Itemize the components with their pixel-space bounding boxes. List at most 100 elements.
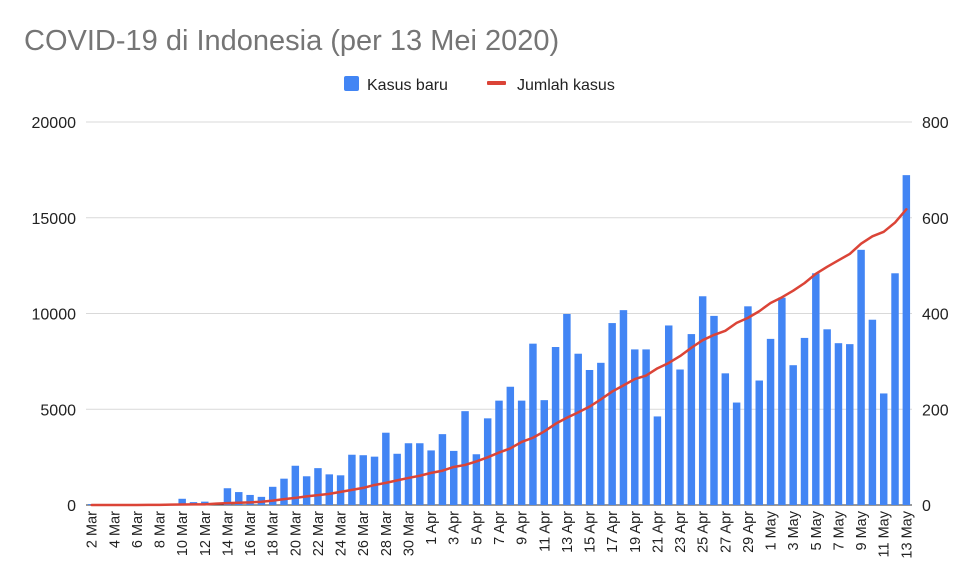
bar xyxy=(370,456,379,505)
left-axis-ticks: 20000 15000 10000 5000 0 xyxy=(32,115,77,515)
x-tick-label: 5 Apr xyxy=(469,511,485,545)
bar xyxy=(472,454,481,505)
bar xyxy=(404,443,413,505)
bar xyxy=(551,347,560,505)
x-tick-label: 20 Mar xyxy=(288,511,304,556)
x-tick-label: 7 Apr xyxy=(492,511,508,545)
x-tick-label: 19 Apr xyxy=(628,511,644,553)
bar xyxy=(631,349,639,505)
bar xyxy=(348,454,356,505)
right-tick-label: 600 xyxy=(922,211,949,228)
bar xyxy=(891,273,899,505)
x-axis-ticks: 2 Mar 4 Mar 6 Mar 8 Mar 10 Mar 12 Mar 14 Mar 16… xyxy=(85,510,916,558)
x-tick-label: 9 Apr xyxy=(515,511,531,545)
x-tick-label: 23 Apr xyxy=(673,511,689,553)
bar xyxy=(246,494,254,505)
x-tick-label: 5 May xyxy=(809,510,825,550)
bar xyxy=(382,432,390,505)
bar xyxy=(178,498,186,505)
x-tick-label: 11 May xyxy=(877,510,893,557)
x-tick-label: 8 Mar xyxy=(153,511,169,548)
left-tick-label: 5000 xyxy=(40,402,76,419)
legend-swatch-kasus-baru xyxy=(344,76,359,91)
bar xyxy=(698,296,707,505)
bar xyxy=(359,455,367,505)
bar xyxy=(416,443,424,505)
x-tick-label: 10 Mar xyxy=(175,511,191,556)
bar xyxy=(710,315,718,505)
x-tick-label: 3 Apr xyxy=(447,511,463,545)
x-tick-label: 26 Mar xyxy=(356,511,372,556)
x-tick-label: 25 Apr xyxy=(696,511,712,553)
bar xyxy=(721,373,730,505)
x-tick-label: 18 Mar xyxy=(266,511,282,556)
bar xyxy=(619,310,628,505)
x-tick-label: 13 Apr xyxy=(560,511,576,553)
right-tick-label: 200 xyxy=(922,402,949,419)
line-series-jumlah-kasus xyxy=(90,208,908,507)
x-tick-label: 1 Apr xyxy=(424,511,440,545)
x-tick-label: 30 Mar xyxy=(401,511,417,556)
bar xyxy=(450,450,458,505)
bar xyxy=(517,400,526,505)
bar xyxy=(461,411,469,505)
x-tick-label: 9 May xyxy=(854,510,870,550)
bar xyxy=(834,343,843,505)
bar xyxy=(687,334,696,505)
legend-label-jumlah-kasus: Jumlah kasus xyxy=(517,77,615,94)
bar xyxy=(789,365,797,505)
right-axis-ticks: 800 600 400 200 0 xyxy=(922,115,949,515)
right-tick-label: 400 xyxy=(922,307,949,324)
legend-label-kasus-baru: Kasus baru xyxy=(367,77,448,94)
bar xyxy=(766,338,775,505)
bar xyxy=(823,329,831,505)
bar xyxy=(608,323,616,505)
bar xyxy=(676,369,684,505)
x-tick-label: 6 Mar xyxy=(130,511,146,548)
x-tick-label: 3 May xyxy=(786,510,802,550)
bar xyxy=(291,465,300,505)
x-tick-label: 16 Mar xyxy=(243,511,259,556)
bar xyxy=(563,313,571,505)
bar xyxy=(846,344,854,505)
bar xyxy=(879,393,888,505)
x-tick-label: 17 Apr xyxy=(605,511,621,553)
bar xyxy=(540,400,548,505)
bar xyxy=(664,325,673,505)
bar xyxy=(302,476,311,505)
right-tick-label: 0 xyxy=(922,498,931,515)
legend: Kasus baru Jumlah kasus xyxy=(344,76,615,94)
left-tick-label: 20000 xyxy=(32,115,77,132)
bar xyxy=(597,362,605,505)
bar xyxy=(868,319,877,505)
bar xyxy=(223,488,232,505)
bar xyxy=(483,418,492,505)
bar xyxy=(529,343,537,505)
x-tick-label: 27 Apr xyxy=(718,511,734,553)
x-tick-label: 21 Apr xyxy=(650,511,666,553)
bar xyxy=(800,337,809,505)
left-tick-label: 10000 xyxy=(32,307,77,324)
x-tick-label: 4 Mar xyxy=(107,511,123,548)
bar xyxy=(812,273,820,505)
bar xyxy=(755,380,763,505)
x-tick-label: 28 Mar xyxy=(379,511,395,556)
bar xyxy=(314,468,322,505)
x-tick-label: 11 Apr xyxy=(537,511,553,552)
bar xyxy=(857,249,865,505)
x-tick-label: 12 Mar xyxy=(198,511,214,556)
bar xyxy=(280,478,288,505)
bar xyxy=(902,175,911,506)
line-path xyxy=(90,208,908,507)
x-tick-label: 14 Mar xyxy=(220,511,236,556)
chart-title: COVID-19 di Indonesia (per 13 Mei 2020) xyxy=(24,25,559,57)
bar xyxy=(268,486,277,505)
x-tick-label: 29 Apr xyxy=(741,511,757,553)
x-tick-label: 15 Apr xyxy=(583,511,599,553)
x-tick-label: 2 Mar xyxy=(85,511,101,548)
x-tick-label: 24 Mar xyxy=(334,511,350,556)
bar xyxy=(235,492,243,505)
bar xyxy=(585,369,594,505)
bar xyxy=(778,297,786,505)
